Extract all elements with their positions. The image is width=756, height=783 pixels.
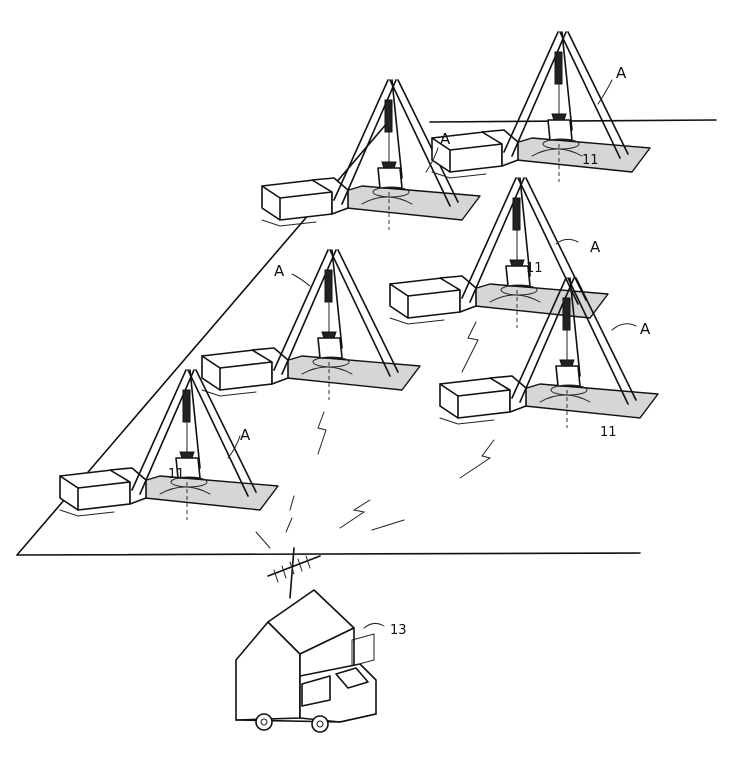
base-station-truck (235, 547, 377, 733)
rig-label-4: A (274, 262, 285, 280)
base-station-label: 13 (390, 623, 407, 638)
rig-label-3: A (590, 238, 601, 256)
sensor-label-4: 11 (168, 467, 185, 482)
sensor-labels: 11 11 11 11 (168, 153, 617, 482)
rig-label-2: A (616, 64, 627, 82)
drilling-rig-4 (201, 249, 421, 401)
rig-label-5: A (640, 320, 651, 338)
rig-label-1: A (440, 130, 451, 148)
radio-signals (255, 321, 495, 549)
label-leaders (227, 79, 637, 629)
sensor-label-2: 11 (526, 261, 543, 276)
sensor-label-3: 11 (600, 425, 617, 440)
rig-label-6: A (240, 426, 251, 444)
drilling-rig-2 (431, 31, 651, 183)
rig-labels: A A A A A A (240, 64, 651, 444)
sensor-label-1: 11 (582, 153, 599, 168)
drilling-rig-6 (59, 369, 279, 521)
